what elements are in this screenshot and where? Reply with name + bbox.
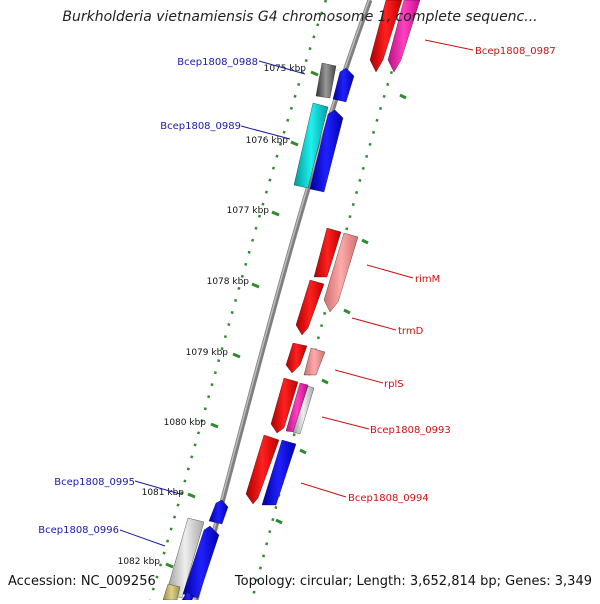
outer-dotted-ring [148,0,328,601]
leader-line [300,482,347,498]
genome-summary-text: Topology: circular; Length: 3,652,814 bp… [234,574,592,589]
major-tick [187,492,196,499]
forward-strand-genes [162,62,355,601]
inner-major-tick [299,448,307,455]
gene-bcep1808-0994-arrow[interactable] [245,434,280,505]
gene-bcep1808-0989-cyan-arrow[interactable] [293,102,329,189]
gene-label-bcep1808-0988[interactable]: Bcep1808_0988 [177,57,258,68]
gene-label-bcep1808-0993[interactable]: Bcep1808_0993 [370,425,451,436]
inner-major-tick [343,308,351,315]
gene-labels-reverse: Bcep1808_0987 rimM trmD rplS Bcep1808_09… [348,46,556,504]
map-title: Burkholderia vietnamiensis G4 chromosome… [62,9,538,25]
gene-bcep1808-0993-gray-arrow[interactable] [292,385,315,435]
major-tick [251,282,260,289]
accession-text: Accession: NC_009256 [8,574,156,589]
gene-bcep1808-0988-arrow[interactable] [315,62,337,99]
leader-lines-reverse [300,39,474,498]
tick-label: 1081 kbp [142,488,185,498]
gene-label-trmd[interactable]: trmD [398,326,424,337]
leader-line [119,529,166,547]
tick-label: 1079 kbp [186,348,229,358]
leader-line [351,317,397,331]
tick-label: 1082 kbp [118,557,161,567]
tick-label: 1077 kbp [227,206,270,216]
gene-bcep1808-0996-gray-arrow[interactable] [165,517,205,599]
gene-label-rimm[interactable]: rimM [415,274,440,285]
leader-line [240,125,291,140]
leader-line [366,264,414,279]
gene-label-bcep1808-0995[interactable]: Bcep1808_0995 [54,477,135,488]
gene-rpls-pink-arrow[interactable] [303,347,326,376]
inner-major-tick [399,93,407,100]
tick-label: 1076 kbp [246,136,289,146]
gene-bcep1808-0987b-arrow[interactable] [387,0,421,73]
major-tick [271,210,280,217]
leader-lines-forward [119,60,306,547]
major-ticks [165,70,319,569]
inner-major-tick [321,378,329,385]
tick-labels: 1075 kbp 1076 kbp 1077 kbp 1078 kbp 1079… [118,64,307,567]
major-tick [210,422,219,429]
gene-olive-arrow[interactable] [162,583,181,601]
major-tick [165,562,174,569]
leader-line [134,480,181,495]
major-tick [310,70,319,77]
gene-bcep1808-0987-arrow[interactable] [369,0,403,73]
gene-bcep1808-0993-arrow[interactable] [270,377,299,434]
gene-labels-forward: Bcep1808_0988 Bcep1808_0989 Bcep1808_099… [38,57,258,536]
inner-major-tick [275,518,283,525]
leader-line [334,369,384,384]
tick-label: 1080 kbp [164,418,207,428]
gene-trmd-arrow[interactable] [295,279,325,336]
gene-rimm-arrow[interactable] [313,227,342,278]
major-tick [290,140,299,147]
gene-label-bcep1808-0996[interactable]: Bcep1808_0996 [38,525,119,536]
gene-label-bcep1808-0987[interactable]: Bcep1808_0987 [475,46,556,57]
inner-major-tick [361,238,369,245]
gene-label-bcep1808-0989[interactable]: Bcep1808_0989 [160,121,241,132]
gene-bcep1808-0995-arrow[interactable] [208,499,229,525]
reverse-strand-genes [245,0,421,506]
gene-rimm-pink-arrow[interactable] [323,232,359,313]
gene-bcep1808-0989-arrow[interactable] [309,109,344,193]
inner-major-ticks [275,93,407,525]
leader-line [258,60,306,75]
gene-bcep1808-0994-blue-arrow[interactable] [261,439,297,506]
tick-label: 1075 kbp [264,64,307,74]
leader-line [321,416,370,430]
leader-line [424,39,474,51]
major-tick [232,352,241,359]
gene-bcep1808-0988-blue-arrow[interactable] [332,67,355,103]
gene-label-bcep1808-0994[interactable]: Bcep1808_0994 [348,493,429,504]
gene-label-rpls[interactable]: rplS [384,379,404,390]
tick-label: 1078 kbp [207,277,250,287]
gene-rpls-arrow[interactable] [285,342,308,374]
